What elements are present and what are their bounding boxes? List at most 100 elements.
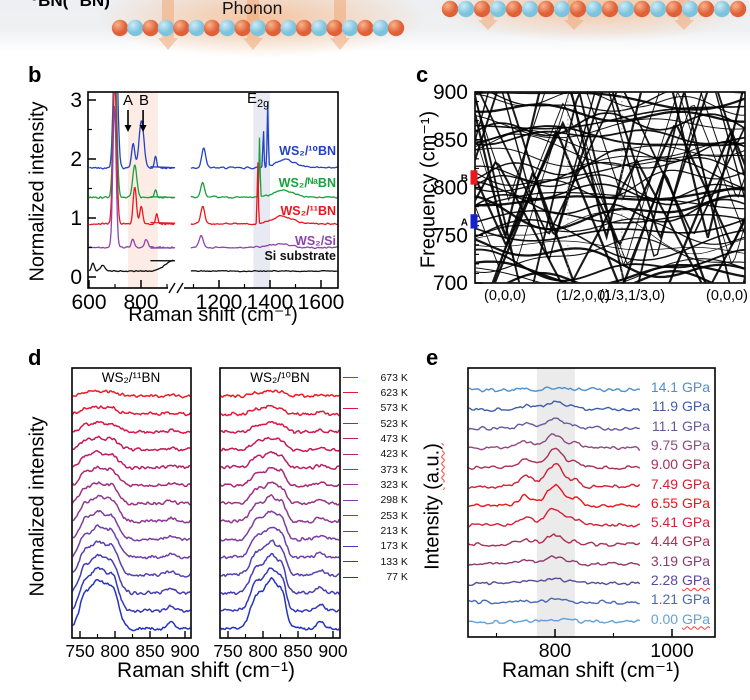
pressure-value: 9.75	[650, 436, 682, 453]
atom-nitrogen	[553, 0, 571, 18]
legend-line	[343, 576, 358, 578]
pressure-label: 11.9 GPa	[600, 398, 710, 414]
pressure-value: 6.55	[650, 494, 682, 511]
legend-temp-value: 623	[380, 386, 398, 399]
legend-line	[343, 484, 358, 486]
atom-nitrogen	[713, 0, 731, 18]
atom-nitrogen	[681, 0, 699, 18]
legend-line	[343, 407, 358, 409]
pressure-value: 11.9	[651, 398, 682, 415]
legend-line	[343, 545, 358, 547]
y-tick-label: 900	[433, 81, 468, 104]
atom-boron	[295, 19, 313, 37]
pressure-label: 11.1 GPa	[600, 418, 710, 434]
annotation-arrow-head	[139, 125, 147, 132]
axis-break-mark	[176, 282, 184, 294]
y-tick-label: 850	[433, 129, 468, 152]
phonon-band-steep	[491, 170, 707, 283]
legend-item: 473 K	[343, 432, 408, 446]
atom-nitrogen	[372, 19, 389, 37]
annotation-arrow-head	[124, 125, 132, 132]
x-tick-label: 750	[65, 641, 94, 661]
phonon-arrow-head	[243, 38, 263, 50]
pressure-label: 3.19 GPa	[600, 553, 710, 569]
pressure-value: 11.1	[651, 417, 682, 434]
panel-d-letter: d	[28, 345, 42, 370]
pressure-label: 14.1 GPa	[600, 379, 710, 395]
temp-curve	[72, 405, 191, 417]
x-tick-label: 600	[71, 291, 106, 314]
panel-b-ylabel: Normalized intensity	[26, 101, 49, 282]
legend-temp-value: 673	[380, 371, 398, 384]
atom-nitrogen	[127, 19, 144, 37]
x-tick-label: 1000	[650, 640, 694, 662]
temp-curve	[220, 510, 340, 542]
legend-temp-unit: K	[398, 509, 408, 522]
pressure-value: 5.41	[650, 514, 682, 531]
legend-temp-value: 423	[380, 448, 398, 461]
legend-temp-value: 323	[380, 478, 398, 491]
legend-item: 623 K	[343, 386, 408, 400]
atom-nitrogen	[341, 19, 359, 37]
temp-curve	[220, 539, 340, 578]
atom-nitrogen	[617, 0, 635, 18]
atom-boron	[729, 0, 747, 18]
legend-item: 77 K	[343, 570, 408, 584]
phonon-band-steep	[475, 159, 745, 283]
temp-curve	[220, 466, 340, 488]
x-tick-label: 800	[123, 291, 158, 314]
x-tick-label: 1400	[247, 291, 294, 314]
temp-curve	[220, 576, 340, 631]
x-tick-label: 1200	[196, 291, 243, 314]
peak-a-label: A	[122, 92, 133, 109]
atom-boron	[142, 19, 159, 37]
panel-b-letter: b	[28, 62, 42, 87]
legend-temp-unit: K	[398, 386, 408, 399]
phonon-band	[475, 237, 745, 274]
pressure-label: 6.55 GPa	[600, 495, 710, 511]
legend-item: 213 K	[343, 524, 408, 538]
pressure-unit: GPa	[681, 610, 710, 627]
atom-boron	[234, 19, 251, 37]
pressure-label: 1.21 GPa	[600, 591, 710, 607]
atom-boron	[326, 19, 343, 37]
phonon-band-steep	[475, 92, 745, 202]
pressure-curve	[468, 386, 640, 393]
pressure-unit: GPa	[681, 379, 710, 395]
pressure-curve	[468, 597, 640, 605]
legend-temp-unit: K	[398, 463, 408, 476]
shaded-band	[536, 368, 575, 637]
phonon-schematic: ¹⁰BN(¹¹BN) Phonon	[0, 0, 750, 58]
pressure-value: 3.19	[650, 552, 682, 569]
pressure-value: 7.49	[650, 475, 682, 492]
x-tick-label: 800	[248, 641, 277, 661]
phonon-band	[475, 129, 745, 146]
panel-d-xlabel: Raman shift (cm⁻¹)	[117, 659, 295, 682]
pressure-unit: GPa	[681, 456, 710, 473]
y-tick-label: 800	[433, 177, 468, 200]
isotope-label: ¹⁰BN(¹¹BN)	[25, 0, 110, 10]
legend-line	[343, 530, 358, 532]
phonon-band	[489, 92, 745, 112]
kpath-label: (0,0,0)	[484, 288, 526, 304]
atom-nitrogen	[649, 0, 667, 18]
temp-curve	[72, 389, 191, 399]
pressure-label: 2.28 GPa	[600, 572, 710, 588]
legend-item: 673 K	[343, 371, 408, 385]
temp-curve	[220, 526, 340, 560]
phonon-arrow-head	[674, 20, 694, 30]
pressure-curve	[468, 507, 641, 528]
atom-nitrogen	[311, 19, 328, 37]
temp-curve	[220, 451, 340, 471]
atom-boron	[203, 19, 221, 37]
pressure-value: 14.1	[650, 379, 682, 395]
pressure-unit: GPa	[681, 572, 710, 588]
legend-item: 423 K	[343, 447, 408, 461]
temp-curve	[220, 404, 340, 417]
pressure-curve	[468, 447, 641, 471]
legend-temp-value: 213	[380, 525, 398, 537]
phonon-band-steep	[475, 92, 745, 240]
pressure-label: 5.41 GPa	[600, 514, 710, 530]
spectrum-curve	[88, 105, 338, 250]
